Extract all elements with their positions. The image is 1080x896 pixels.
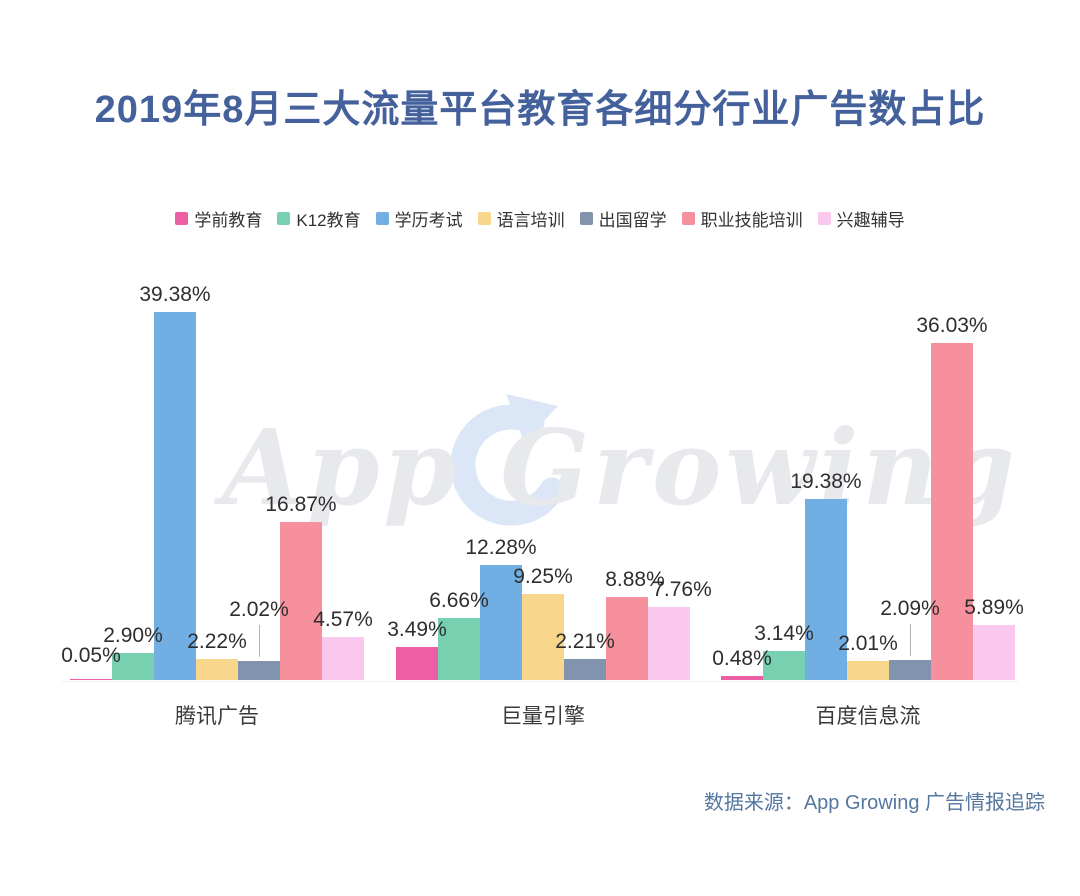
value-label: 8.88% [605,567,665,591]
bar [606,596,648,680]
x-axis-category-label: 百度信息流 [815,705,921,728]
value-label: 16.87% [265,493,337,517]
bar [889,660,931,680]
x-axis-category-label: 巨量引擎 [501,705,585,728]
legend-label: 职业技能培训 [700,211,803,230]
bar [847,661,889,680]
bar [154,311,196,680]
legend-label: 兴趣辅导 [836,211,905,230]
value-label: 2.02% [229,598,289,622]
bar [522,593,564,680]
value-label: 7.76% [652,578,712,602]
growth-arrow-icon [450,394,565,526]
legend-swatch [817,212,831,225]
label-leader-line [909,624,911,657]
chart-title: 2019年8月三大流量平台教育各细分行业广告数占比 [94,89,986,131]
value-label: 0.48% [712,646,772,670]
bar [396,647,438,680]
bar [322,637,364,680]
data-source-note: 数据来源：App Growing 广告情报追踪 [703,792,1045,814]
legend-label: 语言培训 [496,211,565,230]
bar [805,498,847,680]
legend-item: K12教育 [277,206,361,231]
legend-item: 出国留学 [579,206,667,231]
legend-swatch [277,212,291,225]
legend-swatch [579,212,593,225]
value-label: 0.05% [61,643,121,667]
legend-swatch [375,212,389,225]
bar [931,343,973,680]
bar [763,650,805,680]
bar [70,678,112,680]
bar [196,659,238,680]
bar [438,617,480,680]
legend-item: 学历考试 [375,206,463,231]
legend-label: 出国留学 [598,211,667,230]
label-leader-line [258,625,260,658]
bar [721,675,763,680]
legend-label: 学前教育 [194,211,263,230]
value-label: 4.57% [313,608,373,632]
value-label: 5.89% [964,595,1024,619]
legend: 学前教育 K12教育 学历考试 语言培训 出国留学 职业技能培训 兴趣辅导 [0,206,1080,231]
value-label: 2.21% [555,630,615,654]
legend-item: 语言培训 [477,206,565,231]
x-axis-line [62,681,1018,682]
bar [480,565,522,680]
bar [648,607,690,680]
value-label: 3.14% [754,621,814,645]
bar [973,624,1015,680]
legend-item: 职业技能培训 [681,206,803,231]
legend-swatch [175,212,189,225]
value-label: 39.38% [139,282,211,306]
bar [564,659,606,680]
x-axis-category-label: 腾讯广告 [175,705,259,728]
legend-label: 学历考试 [394,211,463,230]
value-label: 6.66% [429,588,489,612]
legend-swatch [477,212,491,225]
value-label: 2.01% [838,632,898,656]
value-label: 9.25% [513,564,573,588]
value-label: 12.28% [465,536,537,560]
value-label: 36.03% [916,314,988,338]
legend-label: K12教育 [296,211,361,230]
value-label: 19.38% [790,469,862,493]
legend-swatch [681,212,695,225]
value-label: 2.90% [103,623,163,647]
bar [112,652,154,680]
value-label: 2.22% [187,630,247,654]
legend-item: 学前教育 [175,206,262,231]
bar [280,522,322,680]
value-label: 3.49% [387,618,447,642]
value-label: 2.09% [880,597,940,621]
legend-item: 兴趣辅导 [817,206,905,231]
bar [238,661,280,680]
